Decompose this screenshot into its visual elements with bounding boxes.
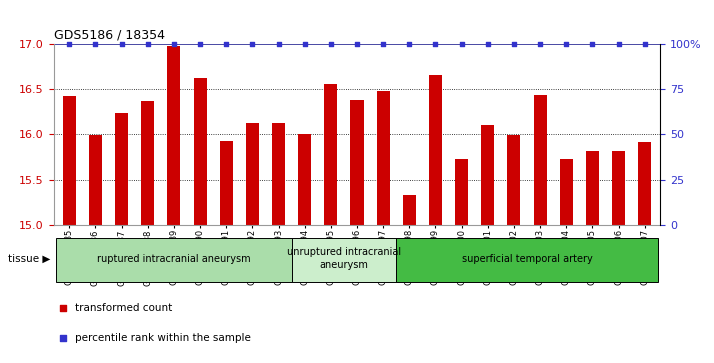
Bar xyxy=(220,140,233,225)
Bar xyxy=(481,125,494,225)
Bar xyxy=(638,142,651,225)
Point xyxy=(613,41,624,46)
Bar xyxy=(324,84,338,225)
Point xyxy=(560,41,572,46)
Bar xyxy=(560,159,573,225)
Bar xyxy=(115,113,128,225)
Point xyxy=(273,41,284,46)
Point xyxy=(430,41,441,46)
Point xyxy=(587,41,598,46)
Bar xyxy=(455,159,468,225)
Point xyxy=(57,305,69,311)
Bar xyxy=(167,46,181,225)
Bar xyxy=(63,96,76,225)
Bar xyxy=(291,238,396,282)
Point xyxy=(325,41,336,46)
Point xyxy=(142,41,154,46)
Bar xyxy=(141,101,154,225)
Bar xyxy=(612,151,625,225)
Bar xyxy=(351,100,363,225)
Bar xyxy=(396,238,658,282)
Point xyxy=(246,41,258,46)
Bar xyxy=(403,195,416,225)
Bar xyxy=(272,123,285,225)
Bar xyxy=(246,123,259,225)
Point xyxy=(508,41,520,46)
Bar xyxy=(89,135,102,225)
Point xyxy=(90,41,101,46)
Bar xyxy=(586,151,599,225)
Text: unruptured intracranial
aneurysm: unruptured intracranial aneurysm xyxy=(287,247,401,270)
Point xyxy=(482,41,493,46)
Bar xyxy=(56,238,291,282)
Text: superficial temporal artery: superficial temporal artery xyxy=(462,253,593,264)
Point xyxy=(403,41,415,46)
Point xyxy=(639,41,650,46)
Bar xyxy=(508,135,521,225)
Bar xyxy=(298,134,311,225)
Point xyxy=(456,41,468,46)
Point xyxy=(299,41,311,46)
Text: transformed count: transformed count xyxy=(75,303,172,313)
Bar xyxy=(533,95,547,225)
Bar xyxy=(193,78,206,225)
Bar xyxy=(429,76,442,225)
Text: percentile rank within the sample: percentile rank within the sample xyxy=(75,333,251,343)
Text: tissue ▶: tissue ▶ xyxy=(8,253,51,264)
Point xyxy=(221,41,232,46)
Point xyxy=(57,335,69,340)
Point xyxy=(378,41,389,46)
Text: ruptured intracranial aneurysm: ruptured intracranial aneurysm xyxy=(97,253,251,264)
Point xyxy=(351,41,363,46)
Point xyxy=(534,41,545,46)
Bar xyxy=(376,91,390,225)
Text: GDS5186 / 18354: GDS5186 / 18354 xyxy=(54,28,164,41)
Point xyxy=(194,41,206,46)
Point xyxy=(64,41,75,46)
Point xyxy=(169,41,180,46)
Point xyxy=(116,41,127,46)
